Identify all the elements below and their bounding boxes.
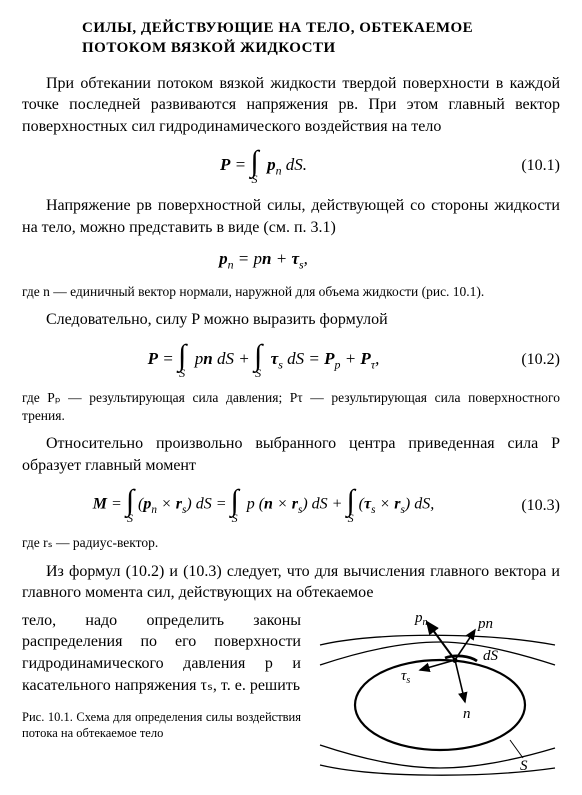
eq2-content: P = ∫S pn dS + ∫S τs dS = Pp + Pτ, bbox=[22, 341, 505, 379]
paragraph-5a: Из формул (10.2) и (10.3) следует, что д… bbox=[22, 561, 560, 604]
paragraph-1: При обтекании потоком вязкой жидкости тв… bbox=[22, 73, 560, 138]
label-rho-n: pn bbox=[477, 616, 493, 632]
figure-caption: Рис. 10.1. Схема для определения силы во… bbox=[22, 710, 301, 741]
eq3-content: M = ∫S (pn × rs) dS = ∫S p (n × rs) dS +… bbox=[22, 486, 505, 524]
label-pn-vec: pn bbox=[414, 610, 428, 628]
equation-10-1: P = ∫S pn dS. (10.1) bbox=[22, 147, 560, 185]
eq3-number: (10.3) bbox=[505, 495, 560, 517]
figure-10-1: pn pn dS τs n S bbox=[315, 610, 560, 785]
eq1-number: (10.1) bbox=[505, 155, 560, 177]
paragraph-4: Относительно произвольно выбранного цент… bbox=[22, 433, 560, 476]
note-1: где n — единичный вектор нормали, наружн… bbox=[22, 283, 560, 301]
section-title: СИЛЫ, ДЕЙСТВУЮЩИЕ НА ТЕЛО, ОБТЕКАЕМОЕ ПО… bbox=[82, 18, 560, 59]
eq1-content: P = ∫S pn dS. bbox=[22, 147, 505, 185]
equation-10-3: M = ∫S (pn × rs) dS = ∫S p (n × rs) dS +… bbox=[22, 486, 560, 524]
paragraph-5b: тело, надо определить законы распределен… bbox=[22, 610, 301, 696]
eq-pn-content: pn = pn + τs, bbox=[22, 248, 505, 272]
label-S: S bbox=[520, 758, 528, 774]
label-n: n bbox=[463, 706, 471, 722]
paragraph-2: Напряжение pʙ поверхностной силы, действ… bbox=[22, 195, 560, 238]
equation-pn: pn = pn + τs, bbox=[22, 248, 560, 272]
note-2: где Pₚ — результирующая сила давления; P… bbox=[22, 389, 560, 425]
label-dS: dS bbox=[483, 648, 499, 664]
paragraph-3: Следовательно, силу P можно выразить фор… bbox=[22, 309, 560, 331]
eq2-number: (10.2) bbox=[505, 349, 560, 371]
equation-10-2: P = ∫S pn dS + ∫S τs dS = Pp + Pτ, (10.2… bbox=[22, 341, 560, 379]
note-3: где rₛ — радиус-вектор. bbox=[22, 534, 560, 552]
